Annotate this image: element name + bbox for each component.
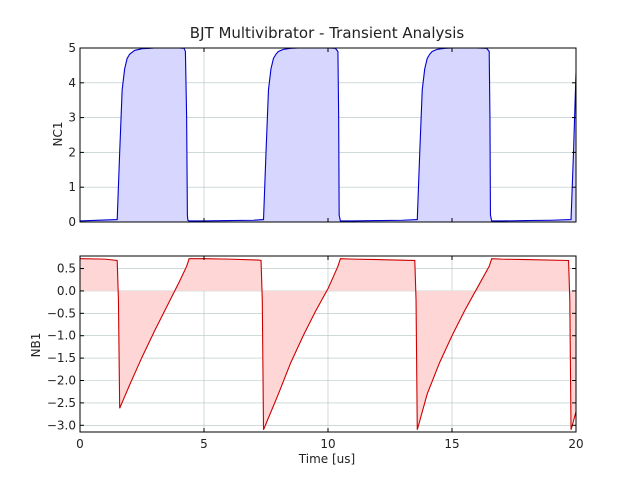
nb1-y-axis-label: NB1 <box>29 333 43 358</box>
x-tick-label: 10 <box>320 437 335 451</box>
y-tick-label: −2.0 <box>47 373 76 387</box>
y-tick-label: −1.5 <box>47 351 76 365</box>
y-tick-label: 0.5 <box>57 262 76 276</box>
x-tick-label: 15 <box>444 437 459 451</box>
x-axis-label: Time [us] <box>298 452 355 466</box>
y-tick-label: 4 <box>68 76 76 90</box>
y-tick-label: −3.0 <box>47 418 76 432</box>
y-tick-label: 1 <box>68 180 76 194</box>
nc1-axes: 0 1 2 3 4 5 <box>68 41 577 229</box>
series-fill-area <box>80 48 576 222</box>
y-tick-label: 0 <box>68 215 76 229</box>
y-tick-label: 0.0 <box>57 284 76 298</box>
chart-title: BJT Multivibrator - Transient Analysis <box>190 24 465 42</box>
y-tick-label: −1.0 <box>47 329 76 343</box>
series-line <box>79 258 577 430</box>
y-tick-label: 3 <box>68 111 76 125</box>
x-tick-label: 0 <box>76 437 84 451</box>
y-tick-label: 5 <box>68 41 76 55</box>
y-tick-label: −0.5 <box>47 306 76 320</box>
series-fill-area <box>80 258 576 430</box>
x-tick-label: 20 <box>568 437 583 451</box>
nc1-y-axis-label: NC1 <box>51 122 65 147</box>
y-tick-label: −2.5 <box>47 396 76 410</box>
nb1-axes: 0 5 10 15 20 0.5 0.0 −0.5 −1.0 −1.5 −2.0 −2.5 −3.0 <box>47 255 584 451</box>
x-tick-label: 5 <box>200 437 208 451</box>
y-tick-label: 2 <box>68 145 76 159</box>
